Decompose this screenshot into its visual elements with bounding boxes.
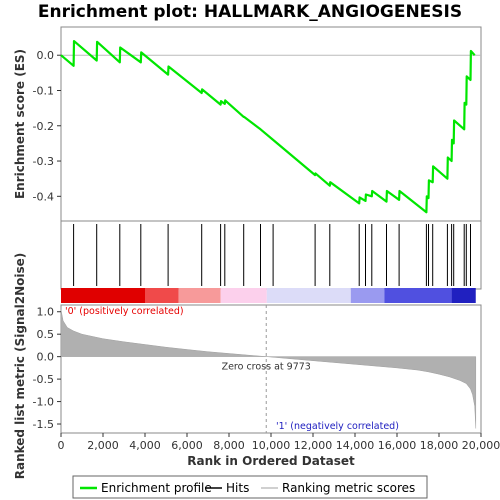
- hits-panel: [60, 220, 482, 303]
- color-bar-segment: [220, 288, 267, 303]
- color-bar-segment: [451, 288, 476, 303]
- metric-ylabel: Ranked list metric (Signal2Noise): [13, 253, 27, 480]
- x-tick-label: 2,000: [87, 439, 119, 452]
- es-yticks: 0.0 -0.1 -0.2 -0.3 -0.4: [33, 49, 61, 203]
- x-tick-label: 16,000: [378, 439, 417, 452]
- legend-enrichment-label: Enrichment profile: [101, 481, 212, 495]
- hits-plot-area: [60, 220, 482, 290]
- es-ytick-label: 0.0: [37, 49, 55, 62]
- negative-correlation-label: '1' (negatively correlated): [276, 421, 399, 432]
- metric-ytick-label: 0.5: [37, 328, 55, 341]
- x-tick-label: 6,000: [171, 439, 203, 452]
- positive-correlation-label: '0' (positively correlated): [65, 306, 184, 317]
- x-tick-label: 4,000: [129, 439, 161, 452]
- x-axis-ticks: 0 2,000 4,000 6,000 8,000 10,000 12,000 14,000 1…: [58, 433, 500, 452]
- es-ytick-label: -0.4: [33, 190, 54, 203]
- legend-metric-label: Ranking metric scores: [282, 481, 415, 495]
- legend-hits-label: Hits: [226, 481, 249, 495]
- metric-ytick-label: 0.0: [37, 351, 55, 364]
- x-tick-label: 20,000: [462, 439, 500, 452]
- legend: Enrichment profile Hits Ranking metric s…: [72, 475, 428, 499]
- metric-ytick-label: -1.0: [33, 396, 54, 409]
- metric-ytick-label: 1.0: [37, 306, 55, 319]
- color-bar-segment: [384, 288, 452, 303]
- es-ytick-label: -0.2: [33, 120, 54, 133]
- hit-lines: [73, 224, 471, 286]
- x-tick-label: 10,000: [252, 439, 291, 452]
- es-plot-area: [60, 26, 482, 222]
- es-ytick-label: -0.1: [33, 84, 54, 97]
- metric-panel: Zero cross at 9773 '0' (positively corre…: [13, 253, 500, 480]
- x-tick-label: 0: [58, 439, 65, 452]
- x-axis-label: Rank in Ordered Dataset: [187, 454, 355, 468]
- color-bar-segment: [61, 288, 145, 303]
- color-bar-segment: [266, 288, 351, 303]
- metric-yticks: 1.0 0.5 0.0 -0.5 -1.0 -1.5: [33, 306, 61, 431]
- zero-cross-label: Zero cross at 9773: [222, 362, 311, 373]
- color-bar-segment: [145, 288, 179, 303]
- color-bar-segment: [350, 288, 385, 303]
- x-tick-label: 8,000: [213, 439, 245, 452]
- es-ylabel: Enrichment score (ES): [13, 49, 27, 199]
- legend-box: [72, 475, 428, 499]
- metric-ytick-label: -1.5: [33, 418, 54, 431]
- es-panel: 0.0 -0.1 -0.2 -0.3 -0.4 Enrichment score (ES…: [13, 26, 482, 222]
- color-bar-segment: [178, 288, 221, 303]
- es-ytick-label: -0.3: [33, 155, 54, 168]
- x-tick-label: 14,000: [336, 439, 375, 452]
- enrichment-profile-line: [60, 39, 476, 214]
- metric-ytick-label: -0.5: [33, 373, 54, 386]
- chart-title: Enrichment plot: HALLMARK_ANGIOGENESIS: [38, 2, 462, 22]
- ranking-metric-area: [60, 309, 477, 429]
- ranked-list-color-bar: [61, 288, 476, 303]
- x-tick-label: 18,000: [420, 439, 459, 452]
- x-tick-label: 12,000: [294, 439, 333, 452]
